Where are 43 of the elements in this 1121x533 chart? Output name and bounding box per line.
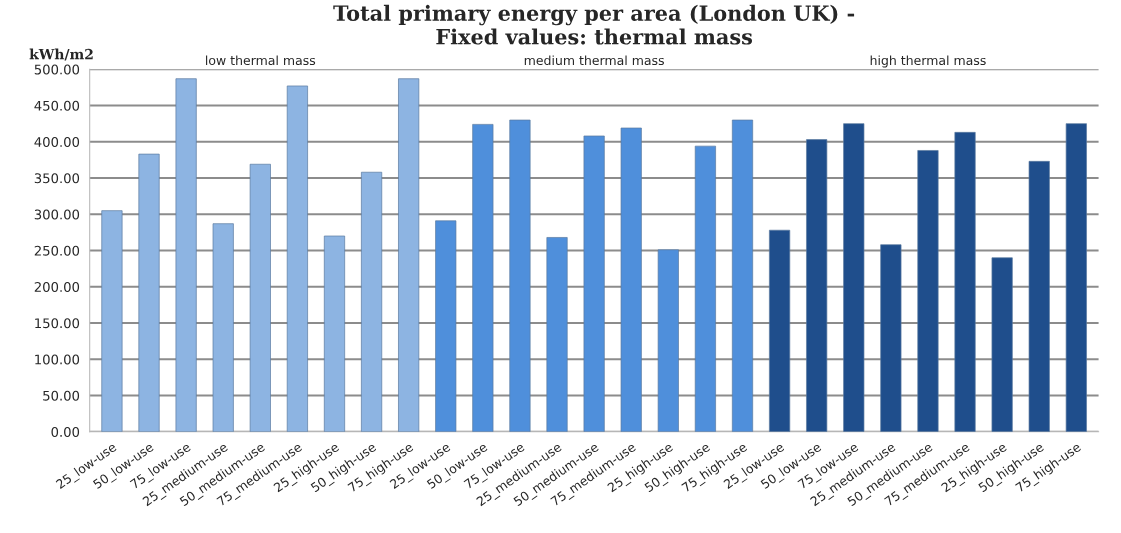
bar [361, 171, 383, 432]
y-tick-label: 300.00 [34, 209, 80, 220]
y-tick-label: 0.00 [51, 426, 80, 437]
bar [546, 237, 568, 432]
bar [917, 150, 939, 432]
y-tick-label: 250.00 [34, 245, 80, 256]
bar [806, 139, 828, 432]
bar [472, 124, 494, 432]
y-tick-label: 200.00 [34, 281, 80, 292]
bar [509, 119, 531, 432]
bar [398, 78, 420, 432]
y-tick-label: 50.00 [43, 390, 80, 401]
text: low thermal mass [206, 55, 316, 66]
bar [657, 249, 679, 432]
text: medium thermal mass [524, 55, 664, 66]
y-tick-label: 450.00 [34, 100, 80, 111]
bar [249, 163, 271, 432]
bar [212, 223, 234, 432]
bar [843, 123, 865, 432]
bar [620, 127, 642, 432]
bar [323, 235, 346, 432]
y-axis-title: kWh/m2 [29, 48, 93, 61]
chart-title: Total primary energy per area (London UK) - Fixed values: thermal mass [333, 4, 855, 45]
y-tick-label: 350.00 [34, 173, 80, 184]
bar [769, 229, 791, 432]
bar [991, 257, 1013, 432]
y-tick-label: 500.00 [34, 64, 80, 75]
y-tick-label: 100.00 [35, 354, 80, 365]
bar [435, 220, 457, 432]
y-tick-label: 150.00 [35, 318, 80, 329]
bar [954, 132, 976, 432]
bar [138, 153, 160, 432]
text: high thermal mass [870, 55, 986, 68]
bar [286, 85, 308, 432]
bar [1028, 161, 1050, 432]
bar [731, 119, 754, 432]
bar [880, 244, 902, 432]
bar [694, 145, 716, 432]
y-tick-label: 400.00 [34, 137, 80, 147]
bar [1065, 123, 1087, 432]
bar [175, 78, 197, 432]
bar [583, 135, 605, 432]
bar [101, 210, 123, 432]
